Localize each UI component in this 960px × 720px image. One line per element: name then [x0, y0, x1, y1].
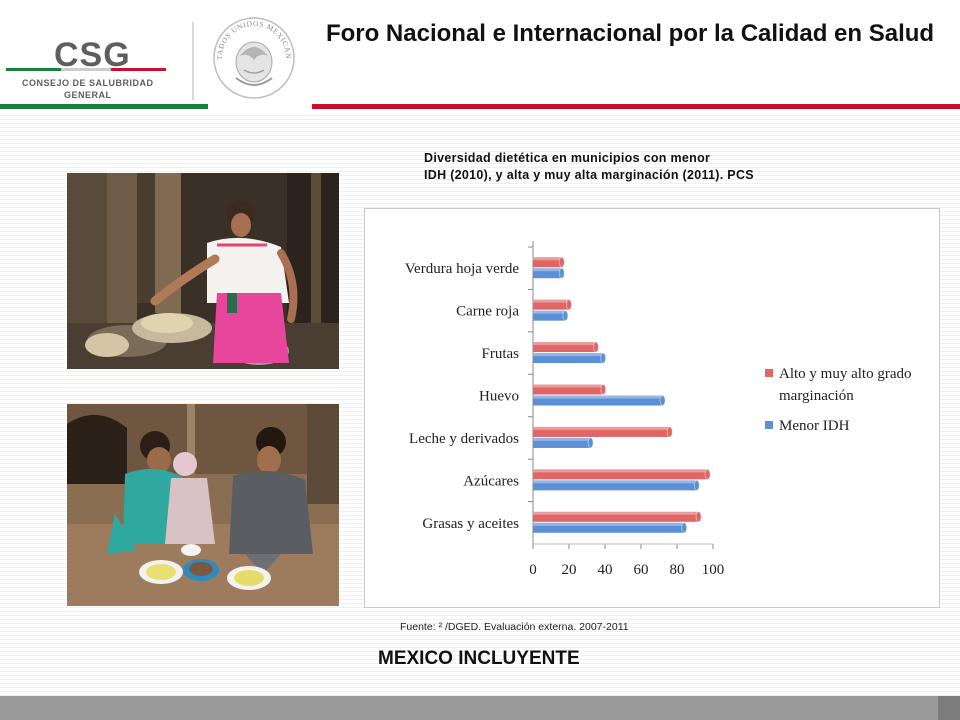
logo-mark: CSG — [54, 36, 131, 74]
bar-highlight — [533, 395, 663, 399]
bar — [533, 522, 685, 533]
chart-caption-line1: Diversidad dietética en municipios con m… — [424, 151, 711, 165]
header-band — [0, 0, 960, 112]
bar — [533, 511, 699, 522]
bar-highlight — [533, 257, 562, 261]
bar — [533, 395, 663, 406]
chart-caption-line2: IDH (2010), y alta y muy alta marginació… — [424, 168, 754, 182]
bar — [533, 437, 591, 448]
bar-highlight — [533, 437, 591, 441]
legend-label-line2: marginación — [779, 388, 854, 404]
bar-end-cap — [558, 256, 565, 268]
header-red-bar — [312, 104, 960, 109]
bar — [533, 310, 566, 321]
bar-highlight — [533, 480, 697, 484]
bar — [533, 299, 569, 310]
category-label: Huevo — [479, 389, 519, 405]
logo-line2: GENERAL — [64, 90, 112, 100]
category-label: Verdura hoja verde — [405, 261, 519, 277]
bar-highlight — [533, 268, 562, 272]
x-tick-label: 40 — [598, 562, 613, 578]
legend-label: Menor IDH — [779, 418, 850, 434]
x-tick-label: 20 — [562, 562, 577, 578]
bar-highlight — [533, 511, 699, 515]
bar — [533, 353, 604, 364]
csg-logo: CSG CONSEJO DE SALUBRIDAD GENERAL — [6, 30, 176, 110]
bar — [533, 480, 697, 491]
logo-line1: CONSEJO DE SALUBRIDAD — [22, 78, 154, 88]
bar-highlight — [533, 426, 670, 430]
logo-stripe — [6, 68, 166, 71]
chart-container: 0 20 40 60 80 100 Verdura hoja verde Carne roja… — [364, 208, 940, 608]
bar-end-cap — [681, 522, 688, 534]
bar-highlight — [533, 353, 604, 357]
children-eating-photo — [67, 404, 339, 606]
bar-end-cap — [593, 341, 599, 353]
category-label: Grasas y aceites — [422, 516, 519, 532]
x-tick-label: 80 — [670, 562, 685, 578]
chart-caption: Diversidad dietética en municipios con m… — [424, 150, 864, 184]
x-tick-label: 60 — [634, 562, 649, 578]
bar-highlight — [533, 310, 566, 314]
bar-end-cap — [693, 479, 700, 491]
bar — [533, 469, 708, 480]
bar-end-cap — [600, 352, 607, 364]
bar-end-cap — [566, 299, 572, 311]
category-label: Azúcares — [463, 473, 519, 489]
footer-title: MEXICO INCLUYENTE — [378, 648, 580, 669]
bar-end-cap — [558, 267, 565, 279]
bar-end-cap — [666, 426, 673, 438]
bar-end-cap — [695, 511, 702, 523]
x-tick-label: 100 — [702, 562, 725, 578]
bar-end-cap — [562, 310, 569, 322]
bar-highlight — [533, 342, 596, 346]
footer-band-edge — [938, 696, 960, 720]
bar-highlight — [533, 469, 708, 473]
bar-highlight — [533, 522, 685, 526]
bar — [533, 342, 596, 353]
woman-cooking-photo — [67, 173, 339, 369]
category-label: Frutas — [482, 346, 520, 362]
bar — [533, 257, 562, 268]
bar-highlight — [533, 299, 569, 303]
source-note: Fuente: ² /DGED. Evaluación externa. 200… — [400, 621, 629, 633]
category-label: Carne roja — [456, 304, 519, 320]
bar-highlight — [533, 384, 604, 388]
bar-end-cap — [587, 437, 594, 449]
bar-end-cap — [704, 468, 711, 480]
bar-end-cap — [600, 384, 607, 395]
header-divider — [192, 22, 194, 100]
bar — [533, 384, 604, 395]
page-title: Foro Nacional e Internacional por la Cal… — [325, 20, 935, 47]
legend-label: Alto y muy alto grado — [779, 366, 911, 382]
bar-chart: 0 20 40 60 80 100 Verdura hoja verde Carne roja… — [405, 241, 911, 578]
bar — [533, 426, 670, 437]
legend-swatch — [765, 421, 773, 429]
national-seal-icon: ESTADOS UNIDOS MEXICANOS — [210, 12, 295, 99]
x-tick-label: 0 — [529, 562, 537, 578]
footer-band — [0, 696, 960, 720]
bar — [533, 268, 562, 279]
category-label: Leche y derivados — [409, 431, 519, 447]
header-green-bar — [0, 104, 208, 109]
legend-swatch — [765, 369, 773, 377]
bar-end-cap — [659, 395, 666, 406]
